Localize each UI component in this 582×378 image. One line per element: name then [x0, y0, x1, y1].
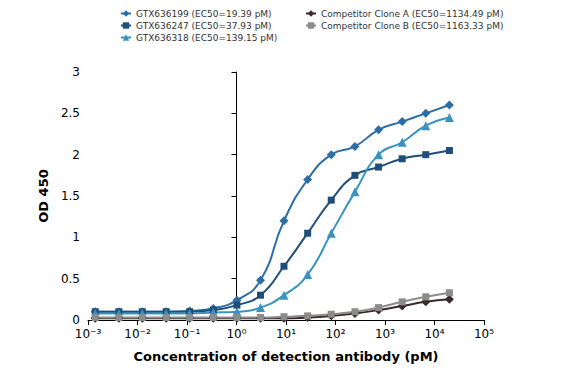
svg-text:0: 0 — [72, 313, 80, 327]
svg-text:10⁻²: 10⁻² — [124, 327, 151, 341]
svg-text:3: 3 — [72, 65, 80, 79]
svg-text:10³: 10³ — [375, 327, 395, 341]
svg-text:10⁻³: 10⁻³ — [75, 327, 102, 341]
svg-text:GTX636199 (EC50=19.39 pM): GTX636199 (EC50=19.39 pM) — [136, 9, 272, 19]
svg-text:1: 1 — [72, 230, 80, 244]
svg-text:1.5: 1.5 — [61, 189, 80, 203]
svg-text:GTX636318 (EC50=139.15 pM): GTX636318 (EC50=139.15 pM) — [136, 33, 277, 43]
svg-text:2.5: 2.5 — [61, 106, 80, 120]
svg-text:OD 450: OD 450 — [36, 169, 51, 223]
svg-text:10⁴: 10⁴ — [424, 327, 444, 341]
svg-text:0.5: 0.5 — [61, 272, 80, 286]
svg-text:10¹: 10¹ — [276, 327, 296, 341]
svg-text:10²: 10² — [325, 327, 345, 341]
svg-text:10⁻¹: 10⁻¹ — [174, 327, 201, 341]
svg-text:Concentration of detection ant: Concentration of detection antibody (pM) — [133, 349, 438, 364]
svg-text:2: 2 — [72, 148, 80, 162]
svg-text:Competitor Clone B (EC50=1163.: Competitor Clone B (EC50=1163.33 pM) — [321, 21, 503, 31]
svg-text:10⁰: 10⁰ — [226, 327, 246, 341]
svg-text:Competitor Clone A (EC50=1134.: Competitor Clone A (EC50=1134.49 pM) — [321, 9, 503, 19]
svg-text:10⁵: 10⁵ — [474, 327, 494, 341]
svg-text:GTX636247 (EC50=37.93 pM): GTX636247 (EC50=37.93 pM) — [136, 21, 272, 31]
